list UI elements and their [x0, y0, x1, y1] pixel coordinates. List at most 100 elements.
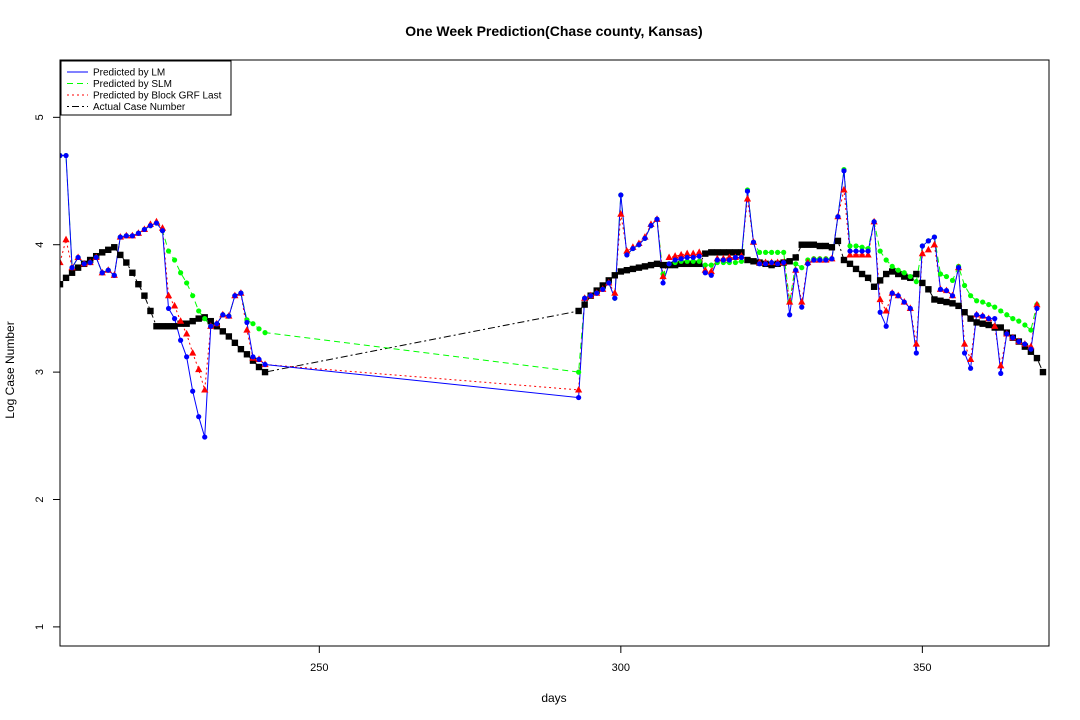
- data-point-grf: [846, 250, 854, 258]
- data-point-grf: [924, 245, 932, 253]
- data-point-lm: [123, 233, 129, 239]
- data-point-lm: [81, 261, 87, 267]
- data-point-lm: [744, 188, 751, 194]
- data-point-lm: [153, 220, 160, 226]
- data-point-actual: [153, 323, 160, 330]
- y-tick-label: 4: [34, 242, 46, 248]
- y-axis-label: Log Case Number: [3, 321, 17, 418]
- data-point-lm: [1004, 331, 1010, 337]
- data-point-actual: [611, 272, 619, 279]
- data-point-actual: [62, 274, 70, 282]
- data-point-lm: [630, 245, 636, 252]
- data-point-grf: [170, 301, 179, 309]
- data-point-lm: [87, 259, 93, 266]
- data-point-actual: [165, 323, 172, 330]
- data-point-lm: [799, 304, 805, 310]
- data-point-actual: [750, 258, 757, 265]
- data-point-lm: [943, 287, 950, 294]
- data-point-slm: [256, 326, 262, 332]
- legend-label: Predicted by SLM: [93, 79, 172, 90]
- data-point-actual: [261, 368, 269, 376]
- data-point-lm: [877, 309, 883, 315]
- data-point-actual: [816, 242, 824, 250]
- data-point-slm: [847, 243, 853, 249]
- data-point-actual: [852, 265, 860, 273]
- data-point-lm: [793, 267, 799, 273]
- series-markers-predicted-by-lm: [60, 152, 1040, 440]
- data-point-lm: [111, 272, 117, 278]
- data-point-slm: [986, 301, 992, 308]
- data-point-slm: [768, 249, 775, 255]
- data-point-lm: [208, 323, 214, 329]
- data-point-lm: [105, 267, 111, 273]
- data-point-grf: [912, 340, 920, 347]
- data-point-lm: [1022, 341, 1028, 347]
- data-point-grf: [840, 185, 848, 193]
- data-point-lm: [117, 234, 123, 240]
- data-point-lm: [835, 214, 841, 220]
- data-point-actual: [659, 261, 667, 269]
- data-point-actual: [653, 260, 661, 268]
- data-point-lm: [666, 261, 672, 267]
- data-point-lm: [895, 293, 901, 299]
- data-point-lm: [226, 313, 232, 319]
- data-point-lm: [99, 270, 105, 276]
- data-point-lm: [901, 299, 907, 305]
- data-point-grf: [1033, 300, 1041, 308]
- x-axis-label: days: [541, 691, 566, 705]
- data-point-grf: [659, 272, 667, 280]
- data-point-grf: [930, 240, 939, 248]
- data-point-actual: [617, 268, 625, 275]
- data-point-slm: [184, 280, 190, 286]
- data-point-lm: [955, 265, 962, 271]
- data-point-lm: [883, 323, 889, 329]
- data-point-slm: [684, 258, 690, 264]
- data-point-slm: [262, 330, 268, 336]
- data-point-actual: [949, 300, 956, 307]
- data-point-slm: [980, 299, 986, 305]
- data-point-slm: [178, 270, 184, 276]
- data-point-grf: [665, 253, 673, 261]
- data-point-lm: [594, 290, 600, 296]
- data-point-lm: [829, 256, 835, 262]
- data-point-lm: [129, 233, 135, 239]
- data-point-lm: [762, 261, 769, 267]
- data-point-lm: [244, 319, 250, 326]
- data-point-slm: [762, 249, 769, 255]
- data-point-actual: [702, 250, 709, 257]
- data-point-lm: [256, 356, 262, 362]
- data-point-actual: [931, 296, 938, 303]
- y-tick-label: 5: [34, 114, 46, 120]
- data-point-slm: [171, 257, 178, 263]
- data-point-grf: [611, 289, 619, 296]
- data-point-grf: [164, 291, 173, 299]
- data-point-actual: [575, 307, 582, 315]
- data-point-slm: [901, 270, 907, 276]
- legend-label: Predicted by LM: [93, 68, 165, 79]
- data-point-lm: [141, 226, 148, 233]
- data-point-actual: [973, 319, 980, 326]
- data-point-grf: [695, 248, 703, 255]
- data-point-actual: [255, 363, 263, 371]
- data-point-lm: [75, 254, 81, 261]
- data-point-lm: [600, 286, 606, 292]
- data-point-lm: [159, 228, 166, 234]
- data-point-lm: [60, 152, 63, 159]
- data-point-grf: [864, 250, 872, 258]
- data-point-lm: [775, 261, 781, 267]
- data-point-grf: [195, 365, 203, 373]
- data-point-slm: [949, 277, 956, 283]
- data-point-slm: [696, 258, 702, 264]
- data-point-actual: [858, 270, 866, 278]
- data-point-lm: [262, 361, 268, 368]
- data-point-lm: [768, 259, 775, 266]
- data-point-grf: [967, 355, 975, 362]
- data-point-actual: [870, 283, 878, 290]
- data-point-actual: [889, 268, 896, 275]
- data-point-actual: [1039, 368, 1047, 376]
- data-point-lm: [925, 238, 931, 244]
- data-point-lm: [582, 295, 588, 301]
- legend-label: Predicted by Block GRF Last: [93, 91, 222, 102]
- data-point-slm: [853, 243, 859, 249]
